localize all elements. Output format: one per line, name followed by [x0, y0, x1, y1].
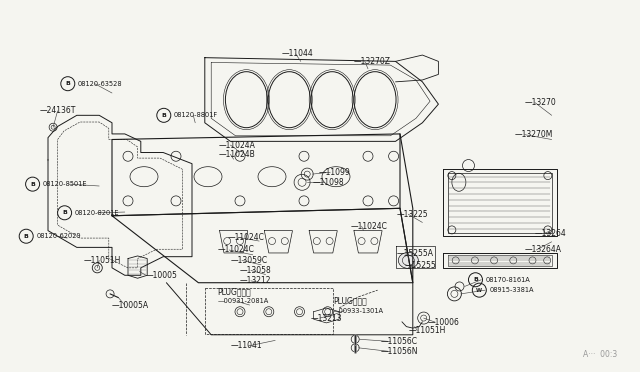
Text: W: W: [476, 288, 483, 293]
Text: —13264: —13264: [535, 229, 567, 238]
Text: —11056N: —11056N: [381, 347, 419, 356]
Text: —13270Z: —13270Z: [354, 57, 391, 66]
Text: —11024C: —11024C: [218, 246, 255, 254]
Text: —00933-1301A: —00933-1301A: [333, 308, 384, 314]
Text: —10006: —10006: [428, 318, 460, 327]
Text: —11041: —11041: [230, 341, 262, 350]
Text: —11024A: —11024A: [219, 141, 256, 150]
Text: 08120-63528: 08120-63528: [78, 81, 122, 87]
Text: B: B: [24, 234, 29, 239]
Text: —13058: —13058: [240, 266, 272, 275]
Text: —13213: —13213: [310, 314, 342, 323]
Text: —10005A: —10005A: [112, 301, 149, 310]
Text: —15255: —15255: [405, 262, 437, 270]
Text: —13059C: —13059C: [230, 256, 268, 265]
Ellipse shape: [398, 252, 419, 269]
Text: B: B: [65, 81, 70, 86]
Text: —13270: —13270: [525, 98, 557, 107]
Text: —11099: —11099: [319, 168, 351, 177]
Text: 08120-62029: 08120-62029: [36, 233, 81, 239]
Text: —13212: —13212: [240, 276, 271, 285]
Text: —11024C: —11024C: [227, 233, 264, 242]
Text: —11056C: —11056C: [381, 337, 418, 346]
Text: —11051H: —11051H: [83, 256, 120, 265]
Text: 08120-8501E: 08120-8501E: [43, 181, 87, 187]
Text: —11098: —11098: [312, 178, 344, 187]
Text: —13264A: —13264A: [525, 246, 562, 254]
Text: —00931-2081A: —00931-2081A: [218, 298, 269, 304]
Text: 08170-8161A: 08170-8161A: [486, 277, 530, 283]
Text: PLUGプラグ: PLUGプラグ: [218, 288, 252, 296]
Text: B: B: [30, 182, 35, 187]
Text: —24136T: —24136T: [40, 106, 76, 115]
Text: —13270M: —13270M: [515, 130, 553, 139]
Text: B: B: [62, 210, 67, 215]
Text: B: B: [473, 277, 478, 282]
Text: —10005: —10005: [146, 271, 178, 280]
Text: A···  00:3: A··· 00:3: [583, 350, 618, 359]
Text: —11024B: —11024B: [219, 150, 255, 159]
Text: 08120-8201E: 08120-8201E: [75, 210, 119, 216]
Text: —11024C: —11024C: [351, 222, 388, 231]
Text: 08915-3381A: 08915-3381A: [490, 287, 534, 293]
Text: B: B: [161, 113, 166, 118]
Text: —15255A: —15255A: [397, 249, 434, 258]
Text: —11051H: —11051H: [408, 326, 445, 335]
Text: —13225: —13225: [397, 210, 428, 219]
Text: —11044: —11044: [282, 49, 314, 58]
Text: PLUGプラグ: PLUGプラグ: [333, 296, 367, 305]
Text: 08120-8801F: 08120-8801F: [174, 112, 218, 118]
